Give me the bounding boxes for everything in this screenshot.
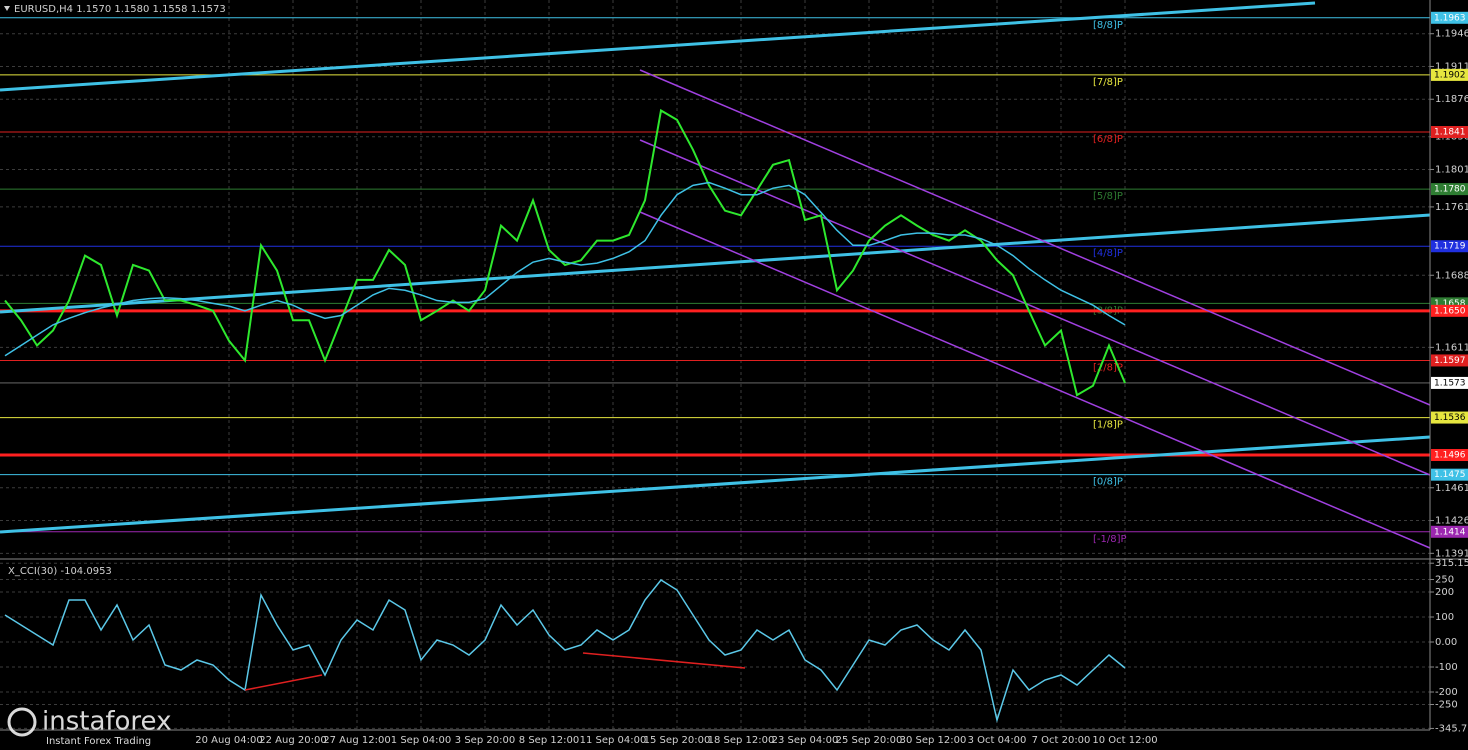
y-tick-label: 1.1391 (1435, 548, 1468, 559)
watermark-brand: instaforex (42, 707, 171, 737)
level-price-label: 1.1963 (1434, 13, 1466, 23)
trend-lines (0, 1, 1431, 534)
y-tick-label: 1.1761 (1435, 202, 1468, 213)
level-price-box (1431, 126, 1468, 139)
y-tick-label: 1.1801 (1435, 164, 1468, 175)
y-tick-label: -345.735 (1435, 723, 1468, 734)
levels: [8/8]P[7/8]P[6/8]P[5/8]P[4/8]P[3/8]P[2/8… (0, 17, 1430, 545)
y-tick-label: 100 (1435, 612, 1454, 623)
x-tick-label: 25 Sep 20:00 (836, 735, 903, 746)
level-price-label: 1.1414 (1434, 527, 1466, 537)
channel-line (639, 69, 1431, 406)
series-line (4, 181, 1126, 357)
level-price-box (1431, 354, 1468, 367)
level-name: [4/8]P (1093, 248, 1123, 259)
series-line (4, 579, 1126, 723)
x-tick-label: 30 Sep 12:00 (900, 735, 967, 746)
level-price-label: 1.1496 (1434, 451, 1466, 461)
chart-title: EURUSD,H4 1.1570 1.1580 1.1558 1.1573 (14, 4, 226, 15)
level-name: [8/8]P (1093, 20, 1123, 31)
level-price-label: 1.1650 (1434, 306, 1466, 316)
y-tick-label: -250 (1435, 700, 1458, 711)
level-name: [7/8]P (1093, 77, 1123, 88)
x-tick-label: 7 Oct 20:00 (1032, 735, 1091, 746)
level-price-box (1431, 525, 1468, 538)
x-tick-label: 23 Sep 04:00 (772, 735, 839, 746)
y-tick-label: 1.1876 (1435, 94, 1468, 105)
x-tick-label: 15 Sep 20:00 (644, 735, 711, 746)
channel-line (639, 139, 1431, 476)
trend-line (0, 1, 1316, 92)
level-name: [6/8]P (1093, 134, 1123, 145)
level-price-box (1431, 411, 1468, 424)
level-price-label: 1.1841 (1434, 128, 1466, 138)
y-tick-label: 1.1426 (1435, 516, 1468, 527)
divergence-line (582, 652, 746, 669)
level-price-box (1431, 183, 1468, 196)
x-tick-label: 11 Sep 04:00 (580, 735, 647, 746)
y-tick-label: 315.1542 (1435, 558, 1468, 569)
x-tick-label: 10 Oct 12:00 (1092, 735, 1157, 746)
level-name: [2/8]P (1093, 362, 1123, 373)
series-line (4, 108, 1126, 397)
plots (4, 108, 1126, 723)
divergence-lines (244, 652, 746, 691)
level-price-box (1431, 304, 1468, 317)
level-price-box (1431, 449, 1468, 462)
y-tick-label: 1.1946 (1435, 29, 1468, 40)
y-tick-label: 0.00 (1435, 637, 1457, 648)
y-tick-label: 1.1611 (1435, 342, 1468, 353)
level-price-label: 1.1536 (1434, 413, 1466, 423)
y-tick-label: 200 (1435, 587, 1454, 598)
x-tick-label: 8 Sep 12:00 (519, 735, 579, 746)
level-price-label: 1.1658 (1434, 299, 1466, 309)
level-name: [-1/8]P (1093, 534, 1127, 545)
regression-channel (639, 69, 1431, 549)
divergence-line (244, 674, 323, 691)
watermark-logo (7, 707, 37, 737)
symbol-menu-icon[interactable] (4, 6, 10, 11)
channel-line (639, 211, 1431, 549)
x-tick-label: 27 Aug 12:00 (323, 735, 390, 746)
y-tick-label: 1.1461 (1435, 483, 1468, 494)
grid (0, 0, 1430, 730)
trend-line (0, 213, 1431, 314)
last-price-box (1431, 376, 1468, 389)
level-price-box (1431, 240, 1468, 253)
x-tick-label: 3 Sep 20:00 (455, 735, 515, 746)
level-name: [0/8]P (1093, 477, 1123, 488)
level-price-label: 1.1475 (1434, 470, 1466, 480)
last-price-label: 1.1573 (1434, 378, 1466, 388)
indicator-title: X_CCI(30) -104.0953 (8, 566, 112, 577)
level-price-box (1431, 11, 1468, 24)
watermark-tagline: Instant Forex Trading (46, 736, 151, 747)
trend-line (0, 435, 1431, 534)
level-price-box (1431, 68, 1468, 81)
y-tick-label: -200 (1435, 687, 1458, 698)
y-tick-label: -100 (1435, 662, 1458, 673)
x-tick-label: 3 Oct 04:00 (968, 735, 1027, 746)
level-name: [5/8]P (1093, 191, 1123, 202)
x-tick-label: 20 Aug 04:00 (195, 735, 262, 746)
level-price-label: 1.1902 (1434, 70, 1466, 80)
level-price-label: 1.1780 (1434, 185, 1466, 195)
x-tick-label: 22 Aug 20:00 (259, 735, 326, 746)
watermark: instaforex Instant Forex Trading (7, 707, 171, 747)
level-price-label: 1.1719 (1434, 242, 1466, 252)
level-price-label: 1.1597 (1434, 356, 1466, 366)
y-tick-label: 250 (1435, 575, 1454, 586)
x-tick-label: 18 Sep 12:00 (708, 735, 775, 746)
level-name: [1/8]P (1093, 420, 1123, 431)
y-tick-label: 1.1688 (1435, 270, 1468, 281)
level-price-box (1431, 468, 1468, 481)
x-tick-label: 1 Sep 04:00 (391, 735, 451, 746)
y-tick-label: 1.1911 (1435, 61, 1468, 72)
